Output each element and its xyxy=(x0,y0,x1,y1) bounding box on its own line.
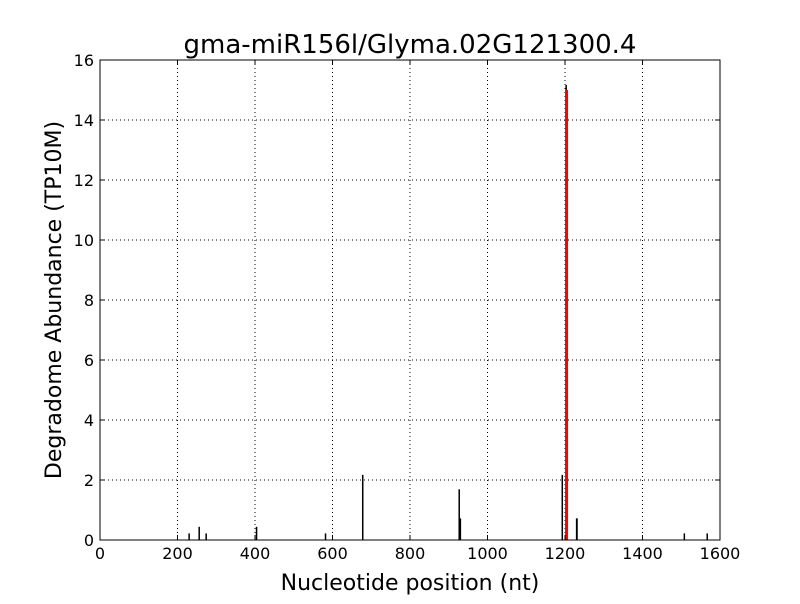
y-tick-label: 4 xyxy=(84,411,94,430)
x-tick-label: 800 xyxy=(395,544,426,563)
x-tick-label: 600 xyxy=(317,544,348,563)
y-tick-label: 8 xyxy=(84,291,94,310)
y-tick-label: 0 xyxy=(84,531,94,550)
y-tick-label: 14 xyxy=(74,111,94,130)
x-tick-label: 1400 xyxy=(622,544,663,563)
chart-title: gma-miR156l/Glyma.02G121300.4 xyxy=(184,30,637,60)
y-tick-label: 2 xyxy=(84,471,94,490)
y-tick-label: 12 xyxy=(74,171,94,190)
x-tick-label: 1200 xyxy=(545,544,586,563)
x-tick-label: 400 xyxy=(240,544,271,563)
x-tick-label: 1000 xyxy=(467,544,508,563)
x-tick-label: 200 xyxy=(162,544,193,563)
x-axis-label: Nucleotide position (nt) xyxy=(281,571,540,596)
y-tick-label: 16 xyxy=(74,51,94,70)
y-tick-label: 6 xyxy=(84,351,94,370)
y-tick-label: 10 xyxy=(74,231,94,250)
y-axis-label: Degradome Abundance (TP10M) xyxy=(42,121,67,479)
x-tick-label: 1600 xyxy=(700,544,741,563)
x-tick-label: 0 xyxy=(95,544,105,563)
